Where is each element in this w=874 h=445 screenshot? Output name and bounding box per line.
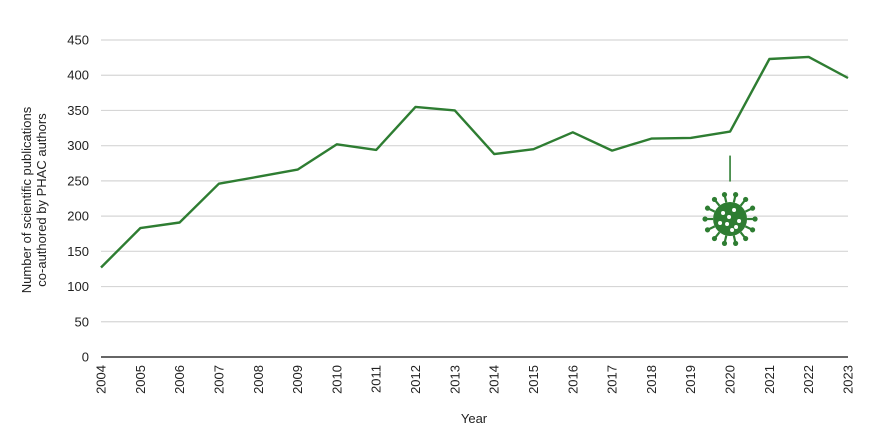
x-tick-label: 2008 <box>251 365 266 394</box>
series-line <box>100 55 849 269</box>
x-tick-label: 2011 <box>369 365 384 393</box>
x-tick-label: 2005 <box>133 365 148 394</box>
x-tick-label: 2019 <box>683 365 698 394</box>
x-tick-label: 2017 <box>605 365 620 394</box>
y-axis-title-line1: Number of scientific publications <box>19 106 34 293</box>
x-tick-label: 2016 <box>565 365 580 394</box>
covid-annotation <box>702 155 758 246</box>
y-tick-label: 250 <box>67 173 89 188</box>
x-tick-label: 2009 <box>290 365 305 394</box>
y-tick-label: 0 <box>82 350 89 365</box>
y-tick-label: 300 <box>67 138 89 153</box>
x-tick-label: 2014 <box>487 365 502 394</box>
y-tick-label: 400 <box>67 68 89 83</box>
x-tick-label: 2006 <box>172 365 187 394</box>
y-tick-label: 450 <box>67 33 89 48</box>
x-tick-label: 2007 <box>211 365 226 394</box>
y-tick-label: 350 <box>67 103 89 118</box>
y-axis-title-line2: co-authored by PHAC authors <box>34 113 49 287</box>
x-tick-label: 2012 <box>408 365 423 394</box>
x-axis-ticks: 2004 2005 2006 2007 2008 2009 2010 2011 2012 2013… <box>94 365 856 394</box>
x-tick-label: 2021 <box>762 365 777 394</box>
x-tick-label: 2015 <box>526 365 541 394</box>
y-tick-label: 100 <box>67 279 89 294</box>
x-tick-label: 2023 <box>841 365 856 394</box>
x-tick-label: 2018 <box>644 365 659 394</box>
x-tick-label: 2004 <box>94 365 109 394</box>
x-tick-label: 2020 <box>723 365 738 394</box>
x-tick-label: 2010 <box>329 365 344 394</box>
virus-icon <box>702 192 758 246</box>
gridlines <box>101 39 848 323</box>
y-axis-ticks: 0 50 100 150 200 250 300 350 400 450 <box>67 33 89 365</box>
y-tick-label: 200 <box>67 209 89 224</box>
x-tick-label: 2022 <box>801 365 816 394</box>
y-tick-label: 50 <box>75 314 89 329</box>
x-tick-label: 2013 <box>447 365 462 394</box>
y-tick-label: 150 <box>67 244 89 259</box>
x-axis-title: Year <box>461 411 488 426</box>
